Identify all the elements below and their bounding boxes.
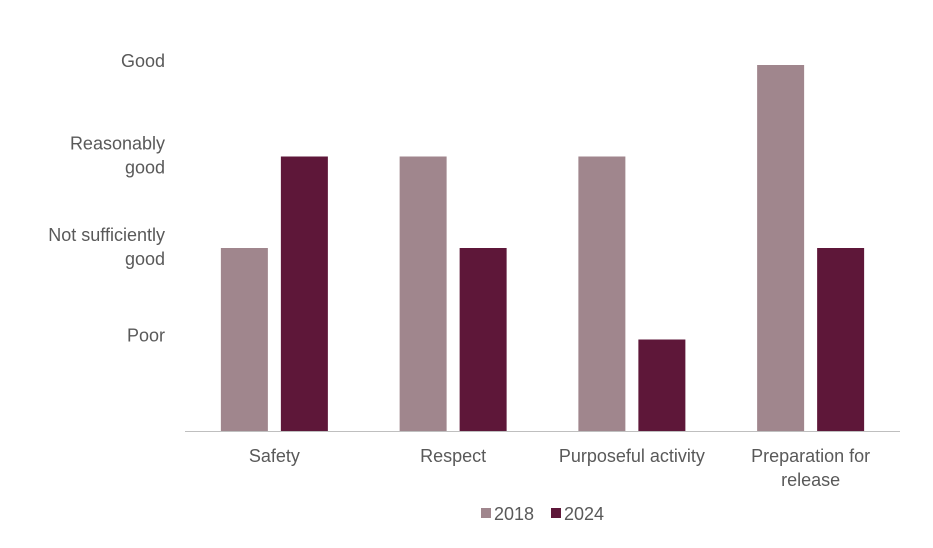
legend-swatch-2018 <box>481 508 491 518</box>
bar-2018-1 <box>399 156 447 431</box>
bar-2024-2 <box>638 339 686 431</box>
bar-2024-3 <box>817 248 865 431</box>
bar-2018-3 <box>757 65 805 431</box>
x-tick-label: Respect <box>420 446 486 466</box>
bar-2018-2 <box>578 156 626 431</box>
x-tick-label: Purposeful activity <box>559 446 705 466</box>
y-tick-label: Poor <box>127 326 165 346</box>
legend-label: 2018 <box>494 504 534 524</box>
bar-2024-0 <box>280 156 328 431</box>
legend-swatch-2024 <box>551 508 561 518</box>
x-tick-label: Safety <box>249 446 300 466</box>
bar-2024-1 <box>459 248 507 431</box>
y-tick-label: Reasonably good <box>70 134 165 178</box>
y-tick-label: Not sufficiently good <box>48 225 165 269</box>
y-tick-label: Good <box>121 51 165 71</box>
bar-2018-0 <box>220 248 268 431</box>
legend-label: 2024 <box>564 504 604 524</box>
x-tick-label: Preparation for release <box>751 446 870 490</box>
